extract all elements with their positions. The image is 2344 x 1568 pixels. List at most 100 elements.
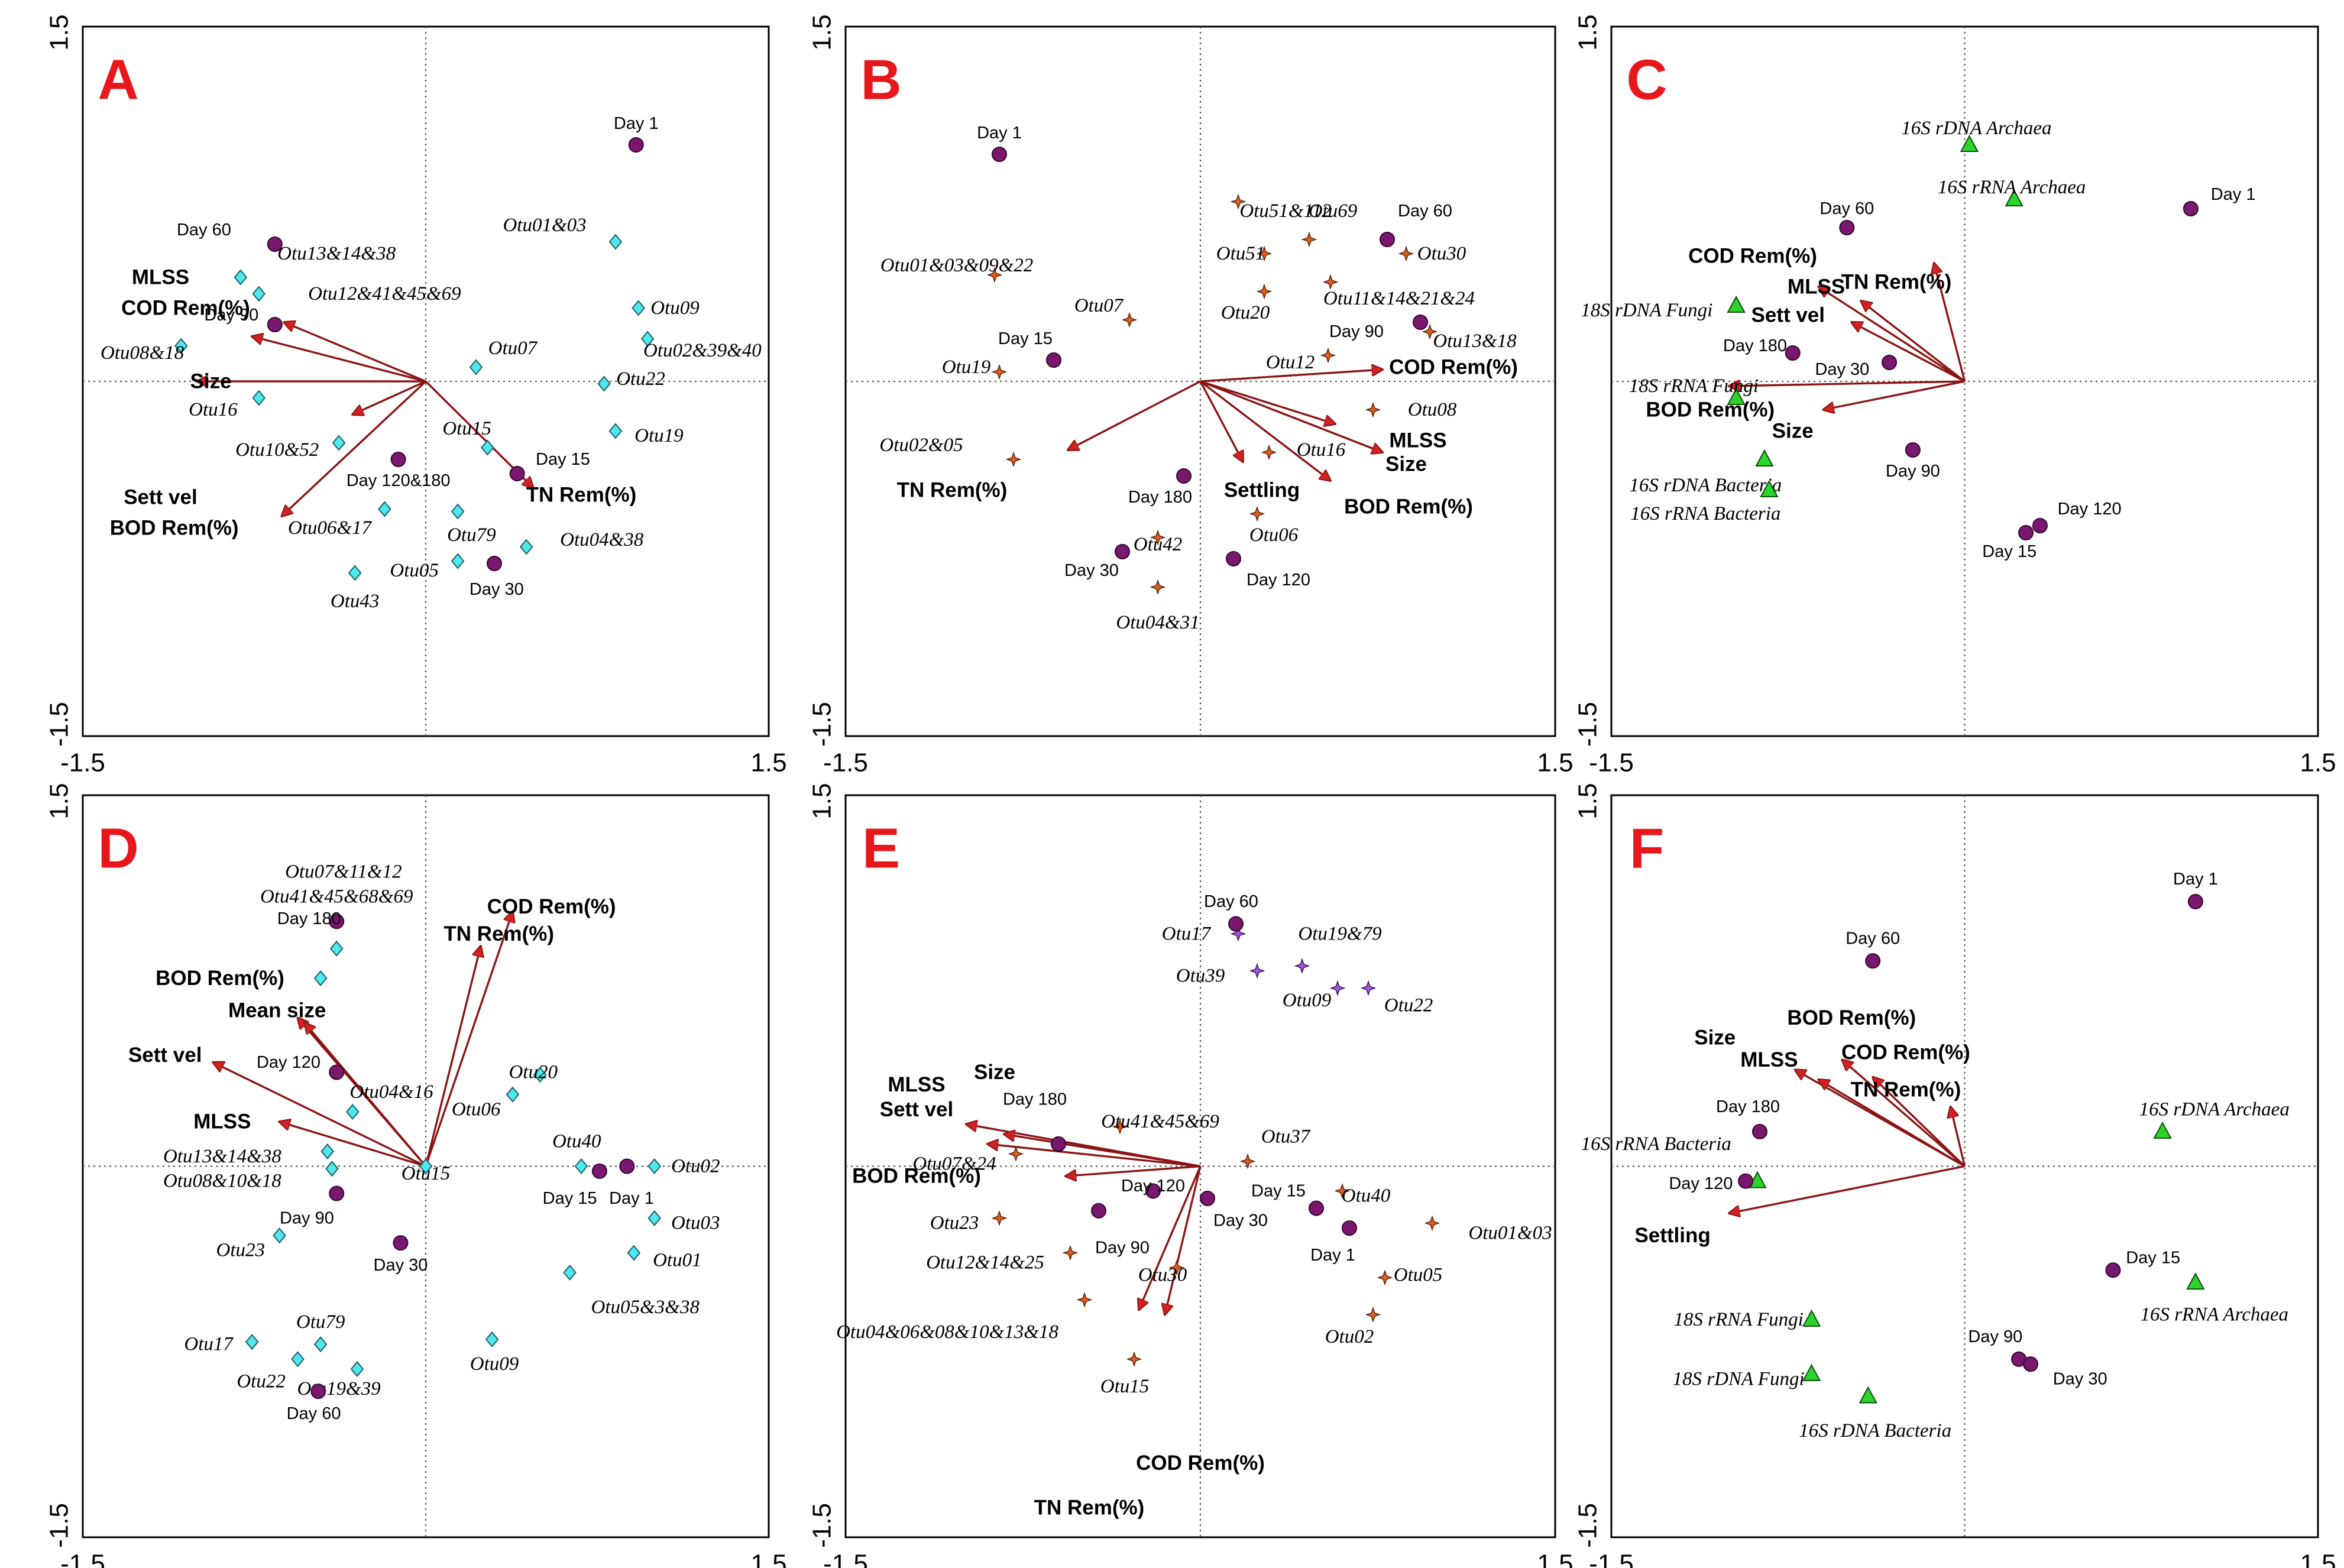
env-vector-arrow: [252, 336, 426, 383]
sample-marker: [1785, 345, 1801, 361]
otu-label: Otu30: [1417, 243, 1466, 264]
molecular-marker: [2153, 1121, 2172, 1139]
sample-label: Day 30: [1064, 561, 1119, 580]
otu-marker: [378, 501, 391, 517]
otu-marker: [608, 234, 623, 250]
sample-marker: [628, 137, 644, 153]
otu-label: Otu22: [616, 368, 665, 390]
panel-label: E: [862, 817, 900, 880]
sample-marker: [992, 147, 1007, 162]
sample-label: Day 15: [1251, 1181, 1306, 1200]
env-vector-label: Size: [974, 1061, 1015, 1084]
env-vector-label: BOD Rem(%): [156, 967, 284, 990]
otu-label: Otu39: [1176, 965, 1225, 986]
otu-label: Otu17: [1162, 923, 1212, 944]
x-tick-min: -1.5: [60, 1550, 105, 1568]
x-tick-max: 1.5: [2300, 749, 2336, 777]
env-vector-arrow: [1819, 287, 1966, 383]
otu-label: Otu69: [1309, 200, 1358, 222]
otu-marker: [1005, 451, 1022, 468]
env-vector-arrow: [352, 380, 426, 414]
otu-marker: [419, 1158, 433, 1175]
sample-marker: [1228, 916, 1244, 932]
env-vector-label: Sett vel: [124, 486, 198, 509]
otu-marker: [640, 331, 655, 347]
env-vector-arrow: [425, 912, 513, 1167]
molecular-label: 16S rRNA Bacteria: [1630, 503, 1780, 524]
otu-label: Otu08&10&18: [163, 1171, 281, 1192]
otu-label: Otu06: [452, 1099, 501, 1120]
sample-marker: [1751, 1123, 1767, 1139]
sample-marker: [487, 556, 502, 571]
y-tick-min: -1.5: [1574, 702, 1602, 747]
sample-marker: [1738, 1173, 1754, 1189]
sample-marker: [390, 452, 406, 467]
otu-marker: [313, 1336, 328, 1353]
panel-label: D: [98, 817, 138, 880]
otu-label: Otu07: [1074, 295, 1124, 316]
env-vector-label: TN Rem(%): [897, 479, 1008, 502]
env-vector-label: Sett vel: [880, 1098, 954, 1121]
otu-label: Otu12&14&25: [926, 1252, 1044, 1274]
otu-marker: [647, 1210, 661, 1226]
sample-label: Day 15: [536, 450, 590, 469]
y-tick-max: 1.5: [1574, 783, 1602, 819]
otu-label: Otu09: [650, 297, 700, 319]
otu-label: Otu37: [1261, 1126, 1311, 1147]
env-vector-label: COD Rem(%): [1841, 1041, 1970, 1064]
sample-label: Day 30: [2053, 1369, 2107, 1388]
env-vector-arrow: [1165, 1166, 1202, 1315]
sample-label: Day 90: [1095, 1239, 1150, 1258]
x-tick-max: 1.5: [1537, 749, 1573, 777]
otu-marker: [245, 1333, 259, 1350]
env-vector-arrow: [1729, 381, 1965, 386]
otu-marker: [563, 1264, 577, 1281]
otu-marker: [1126, 1351, 1142, 1368]
otu-label: Otu40: [1342, 1185, 1391, 1207]
molecular-label: 16S rDNA Bacteria: [1799, 1420, 1951, 1441]
otu-label: Otu01: [653, 1249, 702, 1271]
otu-label: Otu15: [1100, 1376, 1150, 1397]
sample-label: Day 90: [204, 306, 258, 325]
sample-label: Day 1: [977, 124, 1022, 142]
env-vector-label: COD Rem(%): [487, 895, 616, 918]
sample-label: Day 60: [177, 221, 231, 239]
env-vector-label: BOD Rem(%): [1646, 399, 1775, 422]
y-tick-min: -1.5: [808, 702, 837, 747]
sample-marker: [1342, 1220, 1357, 1236]
otu-marker: [632, 300, 645, 316]
sample-marker: [267, 237, 283, 252]
sample-label: Day 120: [1121, 1177, 1185, 1196]
otu-marker: [451, 553, 465, 569]
otu-label: Otu42: [1134, 534, 1183, 555]
sample-marker: [1413, 315, 1428, 330]
otu-label: Otu02&05: [879, 435, 963, 456]
molecular-marker: [1748, 1171, 1767, 1188]
otu-label: Otu01&03&09&22: [880, 255, 1034, 276]
sample-marker: [267, 317, 283, 332]
env-vector-arrow: [284, 322, 426, 383]
otu-marker: [1301, 231, 1317, 248]
molecular-marker: [2005, 189, 2024, 206]
env-vector-label: Size: [1772, 420, 1814, 443]
otu-marker: [234, 269, 248, 286]
otu-marker: [1121, 312, 1138, 328]
otu-marker: [1424, 1215, 1440, 1232]
otu-marker: [1249, 506, 1265, 522]
otu-label: Otu16: [1297, 439, 1346, 461]
y-tick-min: -1.5: [45, 1503, 74, 1548]
env-vector-label: Sett vel: [128, 1044, 202, 1067]
otu-label: Otu19&79: [1298, 923, 1381, 944]
sample-label: Day 15: [543, 1189, 597, 1208]
x-tick-min: -1.5: [823, 1550, 868, 1568]
env-vector-label: Size: [1385, 453, 1427, 476]
env-vector-arrow: [1851, 322, 1966, 383]
otu-label: Otu41&45&69: [1101, 1111, 1219, 1132]
otu-label: Otu16: [189, 399, 238, 420]
otu-marker: [519, 539, 533, 555]
sample-marker: [509, 466, 525, 481]
sample-label: Day 1: [614, 114, 659, 133]
otu-marker: [1062, 1245, 1079, 1261]
sample-marker: [2023, 1356, 2039, 1372]
sample-marker: [2032, 518, 2048, 533]
